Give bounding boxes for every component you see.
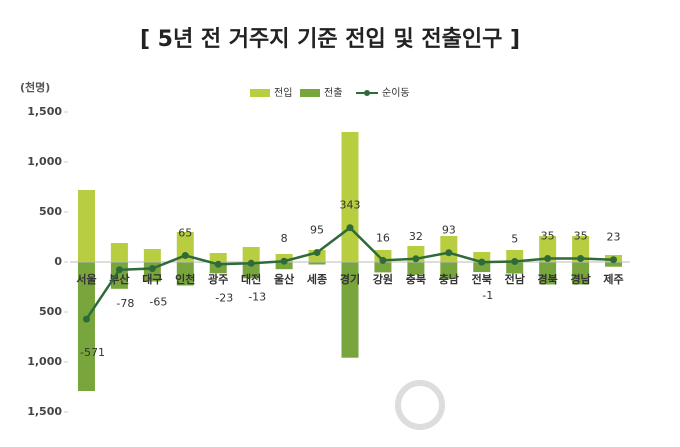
data-label: -13 bbox=[248, 290, 266, 303]
data-label: -78 bbox=[116, 297, 134, 310]
bar bbox=[506, 262, 524, 274]
bar bbox=[308, 262, 326, 265]
net-point bbox=[478, 258, 486, 266]
x-tick-label: 충북 bbox=[406, 272, 426, 286]
x-tick-label: 대구 bbox=[142, 272, 162, 286]
bar bbox=[572, 262, 590, 285]
unit-label: (천명) bbox=[20, 80, 50, 94]
legend-swatch bbox=[300, 89, 320, 97]
net-point bbox=[511, 258, 519, 265]
net-point bbox=[544, 255, 552, 262]
data-label: 343 bbox=[340, 199, 361, 212]
data-label: 65 bbox=[178, 227, 192, 240]
data-label: 32 bbox=[409, 230, 423, 243]
legend-label: 전출 bbox=[324, 87, 342, 99]
data-label: -23 bbox=[215, 291, 233, 304]
net-point bbox=[313, 249, 321, 256]
bar bbox=[176, 232, 194, 262]
data-label: -65 bbox=[149, 296, 167, 309]
x-tick-label: 서울 bbox=[76, 272, 96, 286]
x-tick-label: 인천 bbox=[175, 272, 195, 286]
bar bbox=[242, 262, 260, 279]
y-tick-label: 500 bbox=[39, 305, 62, 318]
net-point bbox=[445, 249, 453, 257]
data-label: 35 bbox=[541, 230, 555, 243]
bar bbox=[143, 249, 161, 262]
y-tick-label: 0 bbox=[54, 255, 62, 268]
bar bbox=[341, 132, 359, 262]
y-tick-label: 1,000 bbox=[27, 355, 62, 368]
net-point bbox=[379, 256, 387, 264]
x-tick-label: 경북 bbox=[538, 272, 558, 286]
bar bbox=[77, 190, 95, 262]
net-point bbox=[280, 257, 288, 265]
bar bbox=[275, 262, 293, 270]
bar bbox=[473, 252, 491, 262]
net-point bbox=[577, 255, 585, 262]
y-tick-label: 1,000 bbox=[27, 155, 62, 168]
x-tick-label: 전북 bbox=[472, 272, 492, 286]
net-point bbox=[214, 260, 222, 268]
x-tick-label: 울산 bbox=[274, 272, 294, 286]
chart-title: [ 5년 전 거주지 기준 전입 및 전출인구 ] bbox=[140, 27, 520, 52]
x-tick-label: 경남 bbox=[570, 272, 590, 286]
data-label: 93 bbox=[442, 224, 456, 237]
x-tick-label: 광주 bbox=[208, 273, 228, 286]
y-tick-label: 1,500 bbox=[27, 105, 62, 118]
watermark-logo bbox=[395, 380, 445, 430]
bar bbox=[374, 262, 392, 273]
net-point bbox=[610, 256, 618, 264]
bar bbox=[539, 236, 557, 262]
net-point bbox=[181, 252, 189, 259]
x-tick-label: 세종 bbox=[307, 272, 327, 286]
net-point bbox=[412, 255, 420, 263]
data-label: 35 bbox=[574, 230, 588, 243]
data-label: 23 bbox=[607, 231, 621, 244]
data-label: -571 bbox=[80, 346, 105, 359]
legend-swatch bbox=[250, 89, 270, 97]
bar bbox=[407, 262, 425, 275]
bar bbox=[176, 262, 194, 286]
bar bbox=[440, 236, 458, 262]
bar bbox=[341, 262, 359, 358]
x-tick-label: 충남 bbox=[439, 272, 459, 286]
data-label: 5 bbox=[511, 233, 518, 246]
legend-label: 전입 bbox=[274, 86, 292, 99]
net-point bbox=[115, 266, 123, 274]
legend-label: 순이동 bbox=[382, 87, 410, 99]
bar bbox=[440, 262, 458, 279]
net-point bbox=[346, 224, 354, 232]
bar bbox=[110, 243, 128, 262]
data-label: 16 bbox=[376, 231, 390, 244]
bar bbox=[77, 262, 95, 391]
net-point bbox=[82, 315, 90, 323]
bar bbox=[539, 262, 557, 285]
x-tick-label: 대전 bbox=[241, 272, 261, 286]
x-tick-label: 경기 bbox=[340, 272, 360, 286]
bar bbox=[473, 262, 491, 273]
y-tick-label: 1,500 bbox=[27, 405, 62, 418]
y-tick-label: 500 bbox=[39, 205, 62, 218]
data-label: 8 bbox=[281, 232, 288, 245]
x-tick-label: 강원 bbox=[373, 272, 393, 286]
x-tick-label: 제주 bbox=[603, 272, 623, 286]
net-point bbox=[148, 265, 156, 272]
bar bbox=[209, 253, 227, 262]
bar bbox=[605, 262, 623, 267]
data-label: -1 bbox=[482, 289, 493, 302]
bar bbox=[572, 236, 590, 262]
net-point bbox=[247, 259, 255, 267]
bar bbox=[506, 250, 524, 262]
bar bbox=[242, 247, 260, 262]
data-label: 95 bbox=[310, 224, 324, 237]
legend-dot bbox=[364, 90, 370, 96]
x-tick-label: 전남 bbox=[505, 272, 525, 286]
